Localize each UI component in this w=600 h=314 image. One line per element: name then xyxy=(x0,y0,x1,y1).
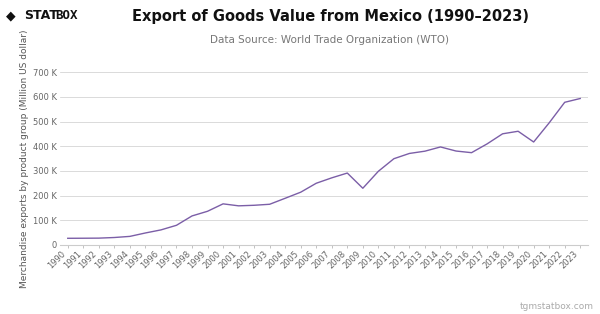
Text: STAT: STAT xyxy=(24,9,58,22)
Text: tgmstatbox.com: tgmstatbox.com xyxy=(520,302,594,311)
Text: ◆: ◆ xyxy=(6,9,20,22)
Text: Export of Goods Value from Mexico (1990–2023): Export of Goods Value from Mexico (1990–… xyxy=(131,9,529,24)
Text: Data Source: World Trade Organization (WTO): Data Source: World Trade Organization (W… xyxy=(211,35,449,45)
Y-axis label: Merchandise exports by product group (Million US dollar): Merchandise exports by product group (Mi… xyxy=(20,29,29,288)
Text: BOX: BOX xyxy=(55,9,77,22)
